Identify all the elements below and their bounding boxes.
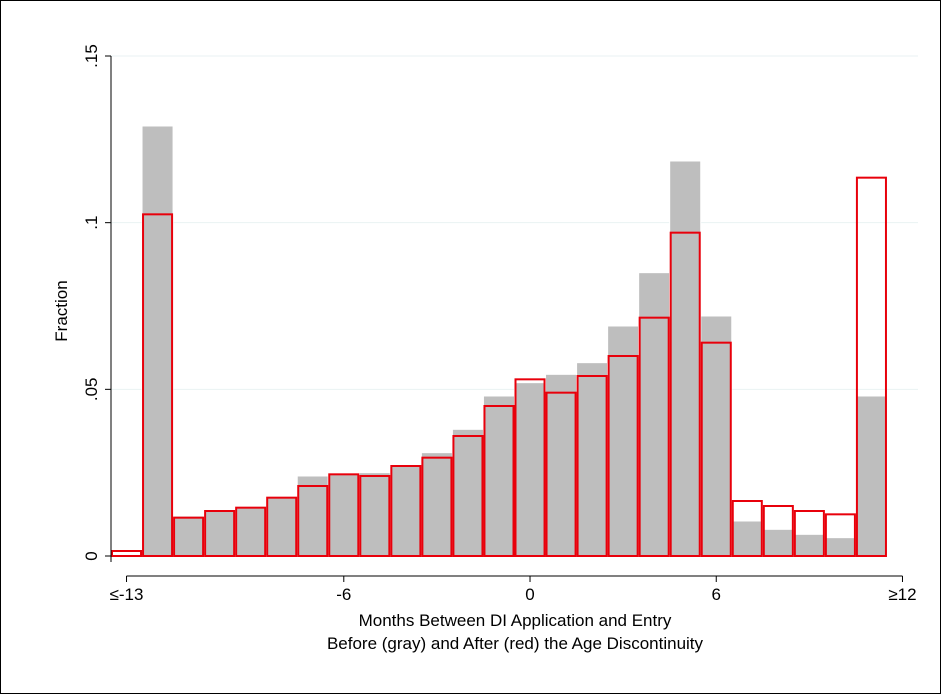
bar-before xyxy=(389,465,422,557)
bar-before xyxy=(234,507,267,557)
bar-after xyxy=(731,500,763,557)
gridlines xyxy=(111,55,918,390)
bar-before xyxy=(545,373,578,557)
x-tick-label: ≤-13 xyxy=(110,585,144,604)
bar-after xyxy=(824,513,856,557)
bar-before xyxy=(358,472,391,557)
bar-after xyxy=(328,473,360,558)
bar-before xyxy=(172,515,205,557)
bars-after-series xyxy=(111,176,887,558)
bar-after xyxy=(452,435,484,557)
y-tick-label: .15 xyxy=(82,44,101,68)
y-tick-label: 0 xyxy=(82,551,101,560)
y-tick-label: .05 xyxy=(82,378,101,402)
bar-after xyxy=(762,505,794,557)
bar-after xyxy=(142,213,174,557)
bar-after xyxy=(638,316,670,557)
bar-before xyxy=(669,160,702,557)
bars-before-series xyxy=(141,125,888,557)
bar-before xyxy=(482,395,516,557)
bar-before xyxy=(514,382,547,557)
bar-after xyxy=(855,176,887,558)
x-tick-label: 0 xyxy=(525,585,534,604)
bar-before xyxy=(762,528,795,557)
x-tick-label: 6 xyxy=(712,585,721,604)
y-tick-label: .1 xyxy=(82,216,101,230)
bar-before xyxy=(824,537,857,557)
bar-after xyxy=(514,378,546,558)
bar-before xyxy=(607,325,640,557)
bar-after xyxy=(669,231,701,558)
x-tick-label: -6 xyxy=(336,585,351,604)
bar-before xyxy=(296,475,329,557)
x-ticks: ≤-13 -6 0 6 ≥12 xyxy=(110,576,917,604)
bar-before xyxy=(855,395,888,557)
bar-after xyxy=(235,506,267,557)
y-ticks: 0 .05 .1 .15 xyxy=(82,44,111,561)
bar-before xyxy=(793,533,826,557)
bar-after xyxy=(483,405,515,557)
y-axis-title: Fraction xyxy=(52,280,71,341)
bar-before xyxy=(327,473,360,557)
bar-after xyxy=(359,475,391,557)
bar-after xyxy=(545,391,577,557)
bar-before xyxy=(203,510,236,557)
bar-after xyxy=(576,375,608,557)
x-tick-label: ≥12 xyxy=(888,585,916,604)
bar-before xyxy=(576,362,609,557)
bar-before xyxy=(731,520,764,557)
bar-after xyxy=(421,456,453,557)
bar-after xyxy=(700,341,732,557)
bar-after xyxy=(266,496,298,557)
bar-after xyxy=(607,355,639,557)
bar-before xyxy=(700,315,733,557)
x-axis-title: Months Between DI Application and Entry xyxy=(359,611,672,630)
bar-after xyxy=(297,485,329,557)
bar-before xyxy=(638,272,671,557)
bar-before xyxy=(265,497,298,557)
bar-before xyxy=(141,125,174,557)
bar-before xyxy=(420,452,453,557)
bar-after xyxy=(173,516,205,558)
bar-after xyxy=(793,510,825,557)
x-axis-subtitle: Before (gray) and After (red) the Age Di… xyxy=(327,634,704,653)
bar-before xyxy=(451,428,484,557)
bar-after xyxy=(111,550,143,557)
bar-after xyxy=(390,465,422,557)
bar-after xyxy=(204,510,236,557)
